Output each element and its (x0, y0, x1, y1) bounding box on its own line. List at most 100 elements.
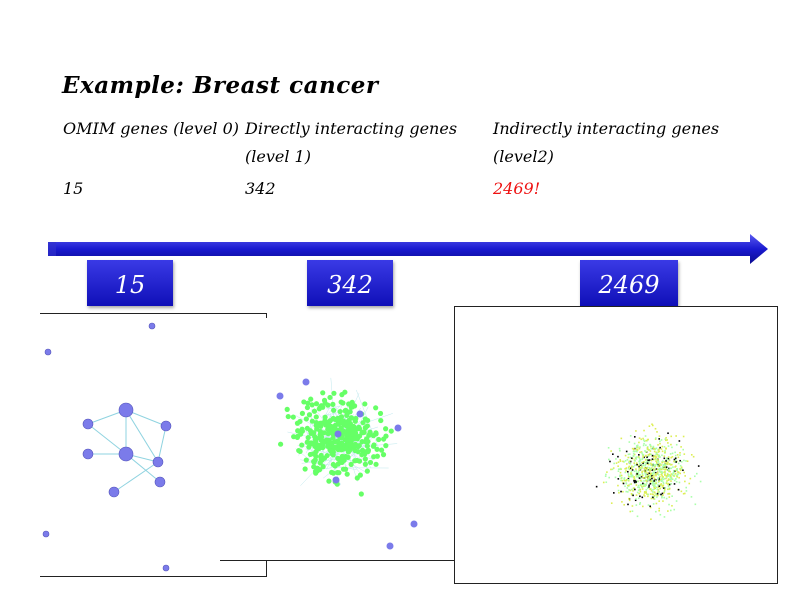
network-node (668, 492, 670, 495)
network-node (661, 492, 664, 495)
network-node (659, 484, 662, 486)
header-direct-genes: Directly interacting genes (245, 119, 458, 138)
network-node (624, 485, 626, 488)
network-node (626, 487, 629, 489)
network-node (612, 467, 615, 469)
network-node (658, 467, 661, 470)
network-node (306, 412, 313, 418)
network-node (604, 475, 607, 477)
network-node (656, 468, 659, 471)
network-node (627, 484, 629, 487)
network-node (646, 462, 649, 464)
network-node (617, 489, 620, 492)
network-node (626, 470, 629, 473)
network-node (160, 420, 172, 432)
network-node (679, 459, 681, 462)
network-node (665, 462, 667, 465)
network-node (648, 459, 651, 461)
network-node (653, 494, 656, 497)
network-node (649, 475, 651, 478)
network-node (667, 442, 669, 444)
network-node (351, 423, 357, 430)
network-node (628, 489, 630, 491)
network-node (148, 322, 156, 330)
network-node (648, 486, 650, 488)
network-node (661, 476, 664, 478)
network-node (658, 450, 661, 453)
network-node (330, 461, 336, 468)
network-node (612, 453, 614, 456)
network-node (632, 494, 634, 497)
network-node (665, 436, 667, 439)
network-node (651, 423, 653, 426)
network-node (661, 445, 664, 448)
network-node (676, 474, 679, 476)
network-node (339, 453, 345, 459)
network-node (686, 460, 689, 463)
network-node (633, 470, 636, 473)
network-node (668, 470, 671, 472)
network-node (624, 459, 627, 462)
network-node (118, 446, 134, 462)
network-node (653, 488, 656, 490)
network-node (624, 468, 626, 470)
network-node (627, 478, 630, 481)
network-node (653, 464, 656, 466)
network-node (649, 488, 652, 491)
network-node (627, 485, 630, 487)
network-node (682, 448, 684, 451)
network-node (313, 438, 319, 445)
network-node (654, 465, 656, 468)
network-edge (125, 409, 159, 463)
network-node (360, 420, 366, 426)
network-node (665, 467, 668, 470)
network-node (652, 458, 655, 461)
network-node (381, 436, 387, 442)
network-node (670, 456, 672, 459)
network-node (668, 459, 671, 462)
network-node (667, 485, 670, 488)
network-node (658, 500, 660, 502)
network-node (638, 467, 641, 469)
network-node (632, 490, 634, 492)
network-edge (125, 453, 161, 483)
network-node (642, 460, 645, 463)
network-node (636, 473, 638, 475)
network-node (654, 437, 657, 439)
network-node (627, 456, 630, 459)
network-edge (87, 423, 127, 455)
network-node (653, 478, 656, 480)
network-node (640, 483, 642, 486)
network-node (658, 485, 661, 488)
network-node (666, 457, 668, 459)
network-node (664, 466, 666, 468)
network-node (656, 496, 658, 498)
network-node (680, 446, 682, 448)
network-node (656, 465, 659, 467)
header-omim-genes: OMIM genes (level 0) (63, 119, 240, 138)
network-node (639, 466, 642, 469)
network-node (636, 463, 638, 466)
network-node (318, 437, 325, 443)
network-node (636, 475, 638, 477)
network-node (619, 475, 621, 478)
network-node (647, 504, 650, 506)
network-node (667, 475, 670, 477)
network-node (296, 447, 302, 454)
network-node (662, 478, 665, 481)
network-hub-node (276, 392, 284, 400)
network-node (614, 476, 617, 479)
network-node (635, 458, 638, 460)
network-node (668, 463, 671, 465)
network-node (607, 447, 610, 449)
network-node (635, 504, 638, 506)
network-node (653, 495, 656, 498)
network-node (649, 505, 651, 508)
network-node (628, 453, 631, 455)
network-node (626, 463, 628, 465)
network-node (639, 479, 642, 482)
network-node (649, 482, 652, 485)
network-node (617, 468, 620, 471)
network-node (661, 460, 664, 462)
network-node (651, 473, 654, 476)
